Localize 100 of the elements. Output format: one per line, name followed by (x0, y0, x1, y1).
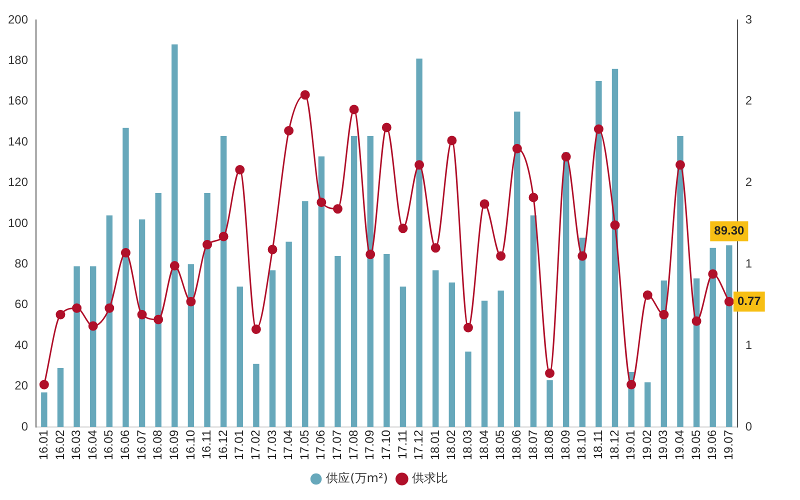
x-tick-label: 19.07 (721, 430, 736, 460)
bar (350, 136, 358, 427)
x-tick-label: 18.09 (558, 430, 572, 460)
x-tick-label: 18.11 (591, 430, 606, 460)
bar (384, 254, 390, 427)
y-tick-label: 200 (8, 12, 28, 26)
bar (138, 219, 146, 427)
y2-tick-label: 1 (745, 256, 752, 270)
y2-tick-label: 2 (745, 175, 752, 190)
bar (465, 352, 472, 427)
point (218, 232, 228, 242)
x-tick-label: 17.07 (330, 430, 344, 460)
y-tick-label: 120 (8, 175, 28, 190)
bar (562, 152, 570, 427)
y2-tick-label: 3 (745, 12, 752, 26)
point (39, 380, 49, 390)
x-tick-label: 18.07 (526, 430, 540, 460)
bar (677, 136, 684, 427)
bar (172, 44, 178, 427)
bar (74, 266, 80, 427)
point (366, 250, 376, 260)
x-tick-label: 18.05 (493, 430, 508, 460)
point (382, 122, 392, 132)
y-tick-label: 180 (8, 53, 28, 68)
point (561, 152, 571, 162)
bar (481, 300, 488, 427)
point (235, 165, 245, 175)
x-tick-label: 18.01 (428, 430, 442, 460)
x-tick-label: 18.10 (574, 430, 589, 460)
y2-tick-label: 2 (745, 94, 752, 108)
x-tick-label: 19.04 (672, 430, 687, 460)
point (154, 314, 164, 324)
bar (253, 364, 260, 427)
point (708, 269, 718, 279)
x-tick-label: 16.02 (52, 430, 67, 460)
data-label: 0.77 (737, 294, 762, 308)
x-tick-label: 18.03 (460, 430, 475, 460)
x-tick-label: 19.05 (688, 430, 703, 460)
x-tick-label: 19.02 (640, 430, 654, 460)
x-tick-label: 18.04 (476, 430, 491, 460)
y-tick-label: 60 (14, 297, 28, 312)
bar (236, 286, 243, 427)
data-label: 89.30 (714, 224, 745, 238)
x-tick-label: 18.12 (607, 430, 622, 460)
point (104, 303, 114, 313)
point (202, 240, 212, 250)
legend-label: 供求比 (412, 471, 448, 486)
bar (416, 58, 422, 427)
bar (612, 68, 618, 427)
bar (302, 201, 308, 427)
bar (318, 156, 325, 427)
point (480, 199, 490, 209)
bar (286, 242, 292, 427)
point (692, 316, 702, 326)
bar (122, 128, 129, 427)
x-tick-label: 16.10 (183, 430, 198, 460)
x-tick-label: 17.06 (314, 430, 328, 460)
y-tick-label: 160 (8, 94, 28, 108)
bar (41, 392, 48, 427)
point (56, 310, 66, 320)
point (349, 104, 359, 114)
y2-tick-label: 0 (745, 419, 752, 434)
point (463, 322, 473, 332)
x-tick-label: 17.12 (412, 430, 426, 460)
point (120, 248, 130, 258)
bar (498, 290, 504, 427)
bar (596, 81, 602, 427)
bar (644, 382, 651, 427)
point (610, 220, 620, 230)
point (284, 126, 294, 136)
y-tick-label: 0 (21, 419, 28, 434)
bar (334, 256, 341, 427)
bar (188, 264, 194, 427)
bar (530, 215, 537, 427)
x-tick-label: 18.02 (444, 430, 458, 460)
point (642, 290, 652, 300)
x-tick-label: 19.03 (656, 430, 670, 460)
x-tick-label: 17.01 (232, 430, 246, 460)
x-tick-label: 18.06 (509, 430, 524, 460)
point (724, 296, 734, 306)
bar (400, 286, 406, 427)
point (675, 160, 685, 170)
y-tick-label: 140 (8, 134, 28, 148)
point (300, 90, 310, 100)
x-tick-label: 17.05 (297, 430, 312, 460)
legend-label: 供应(万m²) (326, 471, 388, 486)
point (578, 251, 588, 261)
x-tick-label: 16.01 (36, 430, 50, 460)
x-tick-label: 17.09 (362, 430, 377, 460)
x-tick-label: 16.03 (69, 430, 84, 460)
point (268, 244, 278, 254)
bar (448, 282, 456, 427)
point (626, 380, 636, 390)
bar (204, 192, 210, 427)
point (398, 224, 408, 234)
x-tick-label: 19.06 (705, 430, 720, 460)
x-tick-label: 17.08 (346, 430, 360, 460)
y-tick-label: 40 (14, 338, 28, 352)
x-tick-label: 18.08 (542, 430, 556, 460)
bar (220, 136, 227, 427)
